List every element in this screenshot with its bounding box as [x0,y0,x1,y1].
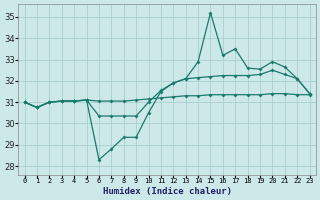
X-axis label: Humidex (Indice chaleur): Humidex (Indice chaleur) [103,187,232,196]
